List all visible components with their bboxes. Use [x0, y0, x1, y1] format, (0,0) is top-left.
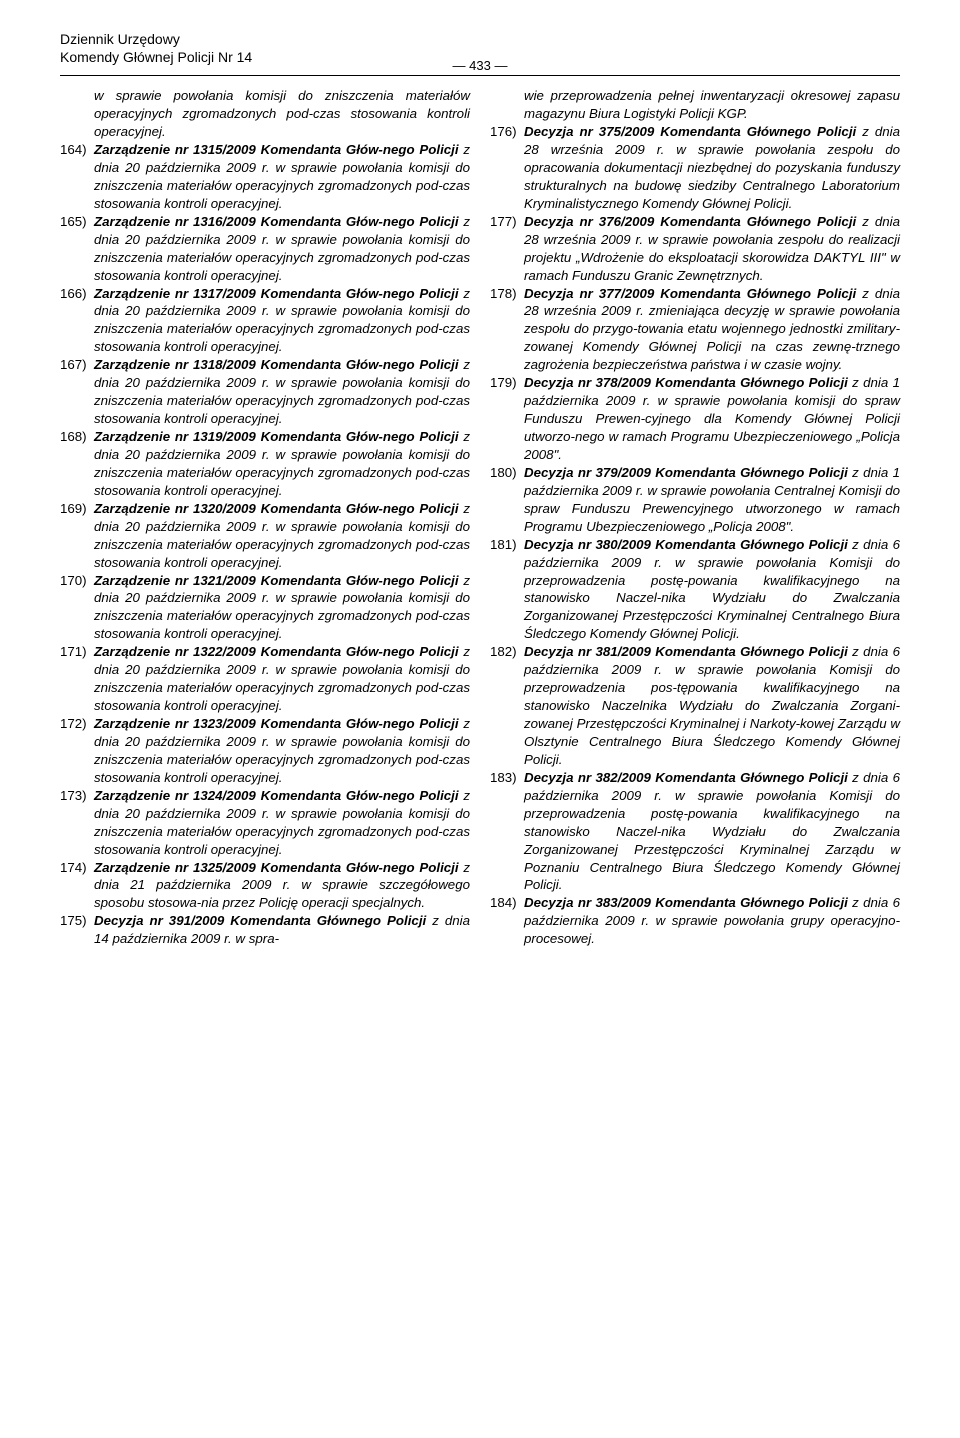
continuation-text: w sprawie powołania komisji do zniszczen…	[94, 87, 470, 141]
entry-rest: z dnia 6 października 2009 r. w sprawie …	[524, 644, 900, 767]
list-entry: 179)Decyzja nr 378/2009 Komendanta Główn…	[490, 374, 900, 464]
entry-text: Decyzja nr 375/2009 Komendanta Głównego …	[524, 123, 900, 213]
entry-number: 183)	[490, 769, 524, 895]
list-entry: 180)Decyzja nr 379/2009 Komendanta Główn…	[490, 464, 900, 536]
entry-lead: Zarządzenie nr 1318/2009 Komendanta Głów…	[94, 357, 459, 372]
entry-lead: Zarządzenie nr 1319/2009 Komendanta Głów…	[94, 429, 459, 444]
entry-lead: Decyzja nr 391/2009 Komendanta Głównego …	[94, 913, 426, 928]
entry-lead: Zarządzenie nr 1315/2009 Komendanta Głów…	[94, 142, 459, 157]
list-entry: 183)Decyzja nr 382/2009 Komendanta Główn…	[490, 769, 900, 895]
entry-number: 180)	[490, 464, 524, 536]
entry-lead: Zarządzenie nr 1317/2009 Komendanta Głów…	[94, 286, 459, 301]
entry-text: Decyzja nr 391/2009 Komendanta Głównego …	[94, 912, 470, 948]
entry-number: 171)	[60, 643, 94, 715]
list-entry: 184)Decyzja nr 383/2009 Komendanta Główn…	[490, 894, 900, 948]
entry-number: 166)	[60, 285, 94, 357]
list-entry: 181)Decyzja nr 380/2009 Komendanta Główn…	[490, 536, 900, 644]
entry-lead: Zarządzenie nr 1320/2009 Komendanta Głów…	[94, 501, 459, 516]
entry-text: Decyzja nr 381/2009 Komendanta Głównego …	[524, 643, 900, 769]
entry-lead: Zarządzenie nr 1322/2009 Komendanta Głów…	[94, 644, 459, 659]
entry-number: 167)	[60, 356, 94, 428]
entry-lead: Decyzja nr 380/2009 Komendanta Głównego …	[524, 537, 848, 552]
header-line-2: Komendy Głównej Policji Nr 14	[60, 48, 252, 66]
entry-lead: Zarządzenie nr 1323/2009 Komendanta Głów…	[94, 716, 459, 731]
page-number-text: — 433 —	[445, 58, 516, 73]
entry-lead: Decyzja nr 375/2009 Komendanta Głównego …	[524, 124, 856, 139]
entry-lead: Zarządzenie nr 1316/2009 Komendanta Głów…	[94, 214, 459, 229]
list-entry: 174)Zarządzenie nr 1325/2009 Komendanta …	[60, 859, 470, 913]
list-entry: 167)Zarządzenie nr 1318/2009 Komendanta …	[60, 356, 470, 428]
entry-text: Zarządzenie nr 1324/2009 Komendanta Głów…	[94, 787, 470, 859]
entry-lead: Decyzja nr 376/2009 Komendanta Głównego …	[524, 214, 856, 229]
list-entry: 176)Decyzja nr 375/2009 Komendanta Główn…	[490, 123, 900, 213]
entry-lead: Decyzja nr 381/2009 Komendanta Głównego …	[524, 644, 848, 659]
list-entry: 172)Zarządzenie nr 1323/2009 Komendanta …	[60, 715, 470, 787]
entry-text: Zarządzenie nr 1322/2009 Komendanta Głów…	[94, 643, 470, 715]
list-entry: 177)Decyzja nr 376/2009 Komendanta Główn…	[490, 213, 900, 285]
entry-lead: Decyzja nr 383/2009 Komendanta Głównego …	[524, 895, 848, 910]
entry-number: 172)	[60, 715, 94, 787]
entry-number: 168)	[60, 428, 94, 500]
continuation-text: wie przeprowadzenia pełnej inwentaryzacj…	[524, 87, 900, 123]
list-entry: 164)Zarządzenie nr 1315/2009 Komendanta …	[60, 141, 470, 213]
list-entry: 175)Decyzja nr 391/2009 Komendanta Główn…	[60, 912, 470, 948]
list-entry: 169)Zarządzenie nr 1320/2009 Komendanta …	[60, 500, 470, 572]
list-entry: 173)Zarządzenie nr 1324/2009 Komendanta …	[60, 787, 470, 859]
entry-text: Zarządzenie nr 1320/2009 Komendanta Głów…	[94, 500, 470, 572]
entry-rest: z dnia 6 października 2009 r. w sprawie …	[524, 770, 900, 893]
entry-text: Zarządzenie nr 1323/2009 Komendanta Głów…	[94, 715, 470, 787]
entry-text: Zarządzenie nr 1325/2009 Komendanta Głów…	[94, 859, 470, 913]
entry-number: 179)	[490, 374, 524, 464]
entry-text: Zarządzenie nr 1315/2009 Komendanta Głów…	[94, 141, 470, 213]
entry-number: 175)	[60, 912, 94, 948]
entry-text: Decyzja nr 382/2009 Komendanta Głównego …	[524, 769, 900, 895]
entry-number: 176)	[490, 123, 524, 213]
entry-lead: Decyzja nr 382/2009 Komendanta Głównego …	[524, 770, 848, 785]
entry-number: 169)	[60, 500, 94, 572]
entry-text: Decyzja nr 379/2009 Komendanta Głównego …	[524, 464, 900, 536]
page: Dziennik Urzędowy Komendy Głównej Policj…	[0, 0, 960, 988]
entry-lead: Decyzja nr 377/2009 Komendanta Głównego …	[524, 286, 856, 301]
entry-text: Decyzja nr 380/2009 Komendanta Głównego …	[524, 536, 900, 644]
list-entry: 182)Decyzja nr 381/2009 Komendanta Główn…	[490, 643, 900, 769]
entry-lead: Zarządzenie nr 1321/2009 Komendanta Głów…	[94, 573, 459, 588]
entry-lead: Decyzja nr 379/2009 Komendanta Głównego …	[524, 465, 848, 480]
entry-number: 177)	[490, 213, 524, 285]
entry-lead: Decyzja nr 378/2009 Komendanta Głównego …	[524, 375, 848, 390]
entry-text: Zarządzenie nr 1317/2009 Komendanta Głów…	[94, 285, 470, 357]
entry-text: Decyzja nr 376/2009 Komendanta Głównego …	[524, 213, 900, 285]
entry-text: Zarządzenie nr 1316/2009 Komendanta Głów…	[94, 213, 470, 285]
list-entry: 166)Zarządzenie nr 1317/2009 Komendanta …	[60, 285, 470, 357]
right-column: wie przeprowadzenia pełnej inwentaryzacj…	[490, 87, 900, 948]
entry-number: 164)	[60, 141, 94, 213]
entry-text: Zarządzenie nr 1321/2009 Komendanta Głów…	[94, 572, 470, 644]
entry-text: Zarządzenie nr 1318/2009 Komendanta Głów…	[94, 356, 470, 428]
entry-number: 165)	[60, 213, 94, 285]
entry-lead: Zarządzenie nr 1324/2009 Komendanta Głów…	[94, 788, 459, 803]
entry-text: Decyzja nr 377/2009 Komendanta Głównego …	[524, 285, 900, 375]
list-entry: 170)Zarządzenie nr 1321/2009 Komendanta …	[60, 572, 470, 644]
left-column: w sprawie powołania komisji do zniszczen…	[60, 87, 470, 948]
entry-text: Decyzja nr 383/2009 Komendanta Głównego …	[524, 894, 900, 948]
entry-text: Decyzja nr 378/2009 Komendanta Głównego …	[524, 374, 900, 464]
entry-text: Zarządzenie nr 1319/2009 Komendanta Głów…	[94, 428, 470, 500]
entry-number: 174)	[60, 859, 94, 913]
header-divider	[60, 75, 900, 76]
list-entry: 165)Zarządzenie nr 1316/2009 Komendanta …	[60, 213, 470, 285]
header-line-1: Dziennik Urzędowy	[60, 30, 900, 48]
entry-number: 184)	[490, 894, 524, 948]
list-entry: 171)Zarządzenie nr 1322/2009 Komendanta …	[60, 643, 470, 715]
entry-number: 178)	[490, 285, 524, 375]
entry-number: 170)	[60, 572, 94, 644]
entry-lead: Zarządzenie nr 1325/2009 Komendanta Głów…	[94, 860, 459, 875]
entry-number: 173)	[60, 787, 94, 859]
columns: w sprawie powołania komisji do zniszczen…	[60, 87, 900, 948]
entry-number: 181)	[490, 536, 524, 644]
list-entry: 168)Zarządzenie nr 1319/2009 Komendanta …	[60, 428, 470, 500]
entry-rest: z dnia 6 października 2009 r. w sprawie …	[524, 537, 900, 642]
list-entry: 178)Decyzja nr 377/2009 Komendanta Główn…	[490, 285, 900, 375]
entry-number: 182)	[490, 643, 524, 769]
